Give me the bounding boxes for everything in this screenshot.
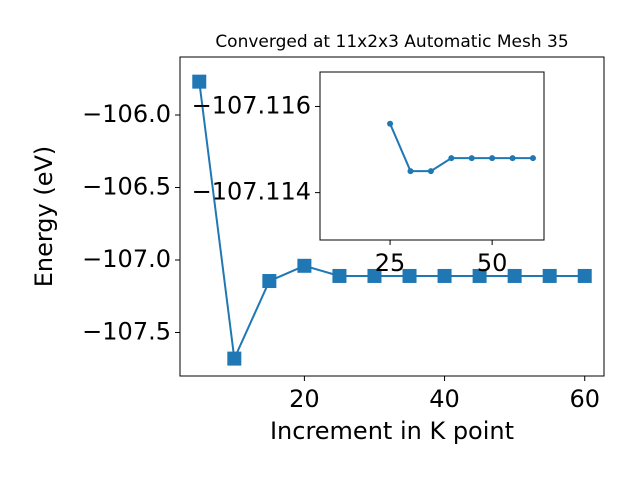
- marker: [427, 168, 434, 175]
- marker: [509, 155, 516, 162]
- y-tick-label: −106.0: [82, 100, 171, 128]
- marker: [227, 351, 242, 366]
- y-tick-label: −107.0: [82, 245, 171, 273]
- marker: [542, 268, 557, 283]
- x-tick-label: 40: [429, 385, 460, 413]
- marker: [529, 155, 536, 162]
- y-tick-label: −107.114: [192, 178, 311, 206]
- y-axis-label: Energy (eV): [30, 146, 58, 288]
- y-tick-label: −107.116: [192, 91, 311, 119]
- marker: [437, 268, 452, 283]
- chart-title: Converged at 11x2x3 Automatic Mesh 35: [215, 32, 568, 52]
- marker: [448, 155, 455, 162]
- x-tick-label: 20: [289, 385, 320, 413]
- marker: [192, 74, 207, 89]
- marker: [468, 155, 475, 162]
- x-tick-label: 50: [477, 249, 508, 277]
- marker: [387, 120, 394, 127]
- inset-background: [320, 72, 544, 240]
- marker: [407, 168, 414, 175]
- marker: [402, 268, 417, 283]
- marker: [262, 274, 277, 289]
- x-tick-label: 60: [569, 385, 600, 413]
- line: [389, 123, 533, 173]
- marker: [297, 258, 312, 273]
- y-tick-label: −106.5: [82, 173, 171, 201]
- y-tick-label: −107.5: [82, 318, 171, 346]
- x-tick-label: 25: [375, 249, 406, 277]
- marker: [489, 155, 496, 162]
- marker: [577, 268, 592, 283]
- marker: [367, 268, 382, 283]
- marker: [472, 268, 487, 283]
- axes-frame: [319, 71, 545, 241]
- plot-area: [387, 120, 536, 175]
- marker: [332, 268, 347, 283]
- x-axis-label: Increment in K point: [270, 417, 514, 445]
- axes-frame: [179, 56, 605, 377]
- plot-area: [192, 74, 592, 366]
- marker: [507, 268, 522, 283]
